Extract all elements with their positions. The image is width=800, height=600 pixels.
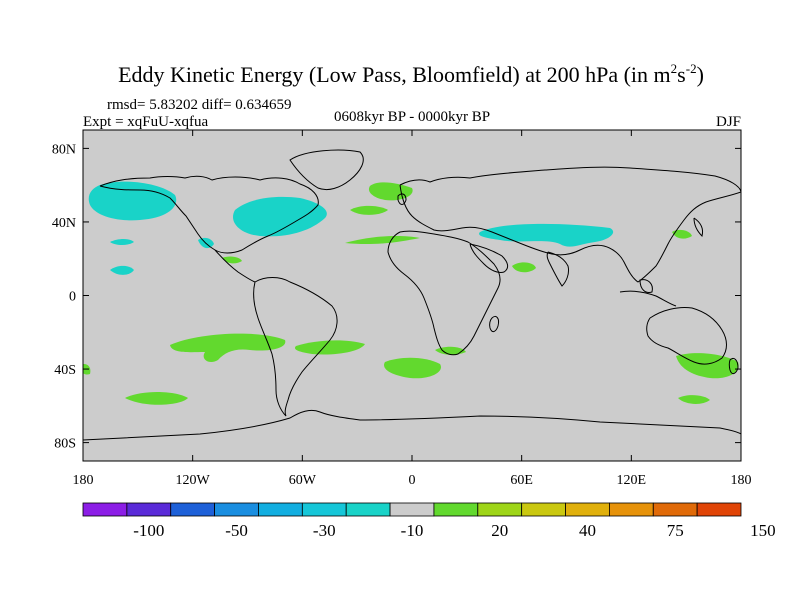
anomaly-south-pacific: [170, 333, 286, 363]
x-tick-label: 120E: [617, 473, 647, 488]
y-tick-label: 40N: [52, 216, 76, 231]
coast-north-america: [99, 175, 319, 254]
x-tick-label: 0: [409, 473, 416, 488]
colorbar-box: [170, 502, 216, 517]
colorbar-box: [126, 502, 172, 517]
y-tick-label: 0: [69, 290, 76, 305]
colorbar-box: [609, 502, 654, 517]
coast-madagascar: [489, 315, 499, 333]
colorbar: -100 -50 -30 -10 20 40 75 150: [82, 502, 776, 540]
anomaly-subtropical-pacific: [110, 265, 134, 275]
colorbar-label: 40: [579, 521, 596, 540]
colorbar-box: [258, 502, 303, 517]
y-tick-label: 80N: [52, 142, 76, 157]
coast-india: [546, 251, 569, 287]
colorbar-label: -10: [401, 521, 424, 540]
colorbar-box: [652, 502, 698, 517]
coast-arabia: [469, 243, 509, 273]
anomaly-north-atlantic-2: [350, 205, 388, 215]
season-label: DJF: [716, 114, 741, 130]
y-tick-label: 80S: [54, 437, 76, 452]
anomaly-australia: [676, 353, 739, 379]
colorbar-box: [477, 502, 523, 517]
colorbar-box: [214, 502, 259, 517]
colorbar-box: [521, 502, 566, 517]
anomaly-south-atlantic: [294, 340, 365, 355]
coast-uk: [397, 193, 407, 205]
colorbar-label: -100: [133, 521, 164, 540]
anomaly-northeast-america: [232, 196, 327, 237]
map-ticks: 180 120W 60W 0 60E 120E 180 80N 40N 0 40S 80S: [52, 130, 752, 488]
coast-australia: [646, 307, 727, 365]
colorbar-label: 75: [667, 521, 684, 540]
colorbar-box: [301, 502, 347, 517]
coast-south-america: [253, 277, 338, 417]
colorbar-label: 150: [750, 521, 776, 540]
colorbar-box: [433, 502, 479, 517]
experiment-label: Expt = xqFuU-xqfua: [83, 114, 208, 130]
anomaly-southern-ocean: [125, 392, 188, 405]
anomaly-tasman: [678, 395, 710, 404]
coast-antarctica: [83, 409, 741, 441]
colorbar-box: [345, 502, 391, 517]
x-tick-label: 60W: [289, 473, 317, 488]
coast-central-america: [214, 249, 256, 283]
coast-japan: [693, 217, 703, 237]
x-tick-label: 180: [731, 473, 752, 488]
anomaly-arabian: [512, 262, 536, 273]
coast-greenland: [289, 149, 364, 191]
colorbar-label: -50: [225, 521, 248, 540]
colorbar-box: [389, 502, 435, 517]
anomaly-indochina: [672, 229, 692, 239]
colorbar-label: -30: [313, 521, 336, 540]
anomaly-south-indian: [435, 346, 466, 355]
coast-new-zealand: [728, 357, 739, 375]
y-tick-label: 40S: [54, 363, 76, 378]
x-tick-label: 60E: [510, 473, 533, 488]
anomaly-central-asia: [479, 223, 614, 247]
coast-africa: [387, 230, 501, 356]
anomaly-atlantic-band: [345, 235, 420, 245]
map-plot-area: 180 120W 60W 0 60E 120E 180 80N 40N 0 40S 80S: [52, 129, 752, 488]
colorbar-box: [696, 502, 742, 517]
anomaly-layer: [83, 181, 739, 405]
period-label: 0608kyr BP - 0000kyr BP: [334, 109, 490, 125]
colorbar-label: 20: [491, 521, 508, 540]
colorbar-box: [82, 502, 128, 517]
x-tick-label: 180: [73, 473, 94, 488]
coast-eurasia: [399, 166, 741, 283]
anomaly-indian-ocean: [384, 357, 441, 379]
coastlines: [83, 149, 741, 441]
ocean-background: [83, 130, 741, 461]
anomaly-west-pacific-small: [110, 239, 134, 245]
chart-title: Eddy Kinetic Energy (Low Pass, Bloomfiel…: [118, 61, 704, 87]
coast-indonesia: [619, 290, 677, 307]
coast-borneo: [639, 279, 653, 293]
colorbar-box: [565, 502, 610, 517]
x-tick-label: 120W: [176, 473, 211, 488]
stats-label: rmsd= 5.83202 diff= 0.634659: [107, 97, 292, 113]
anomaly-east-pacific: [222, 256, 242, 264]
